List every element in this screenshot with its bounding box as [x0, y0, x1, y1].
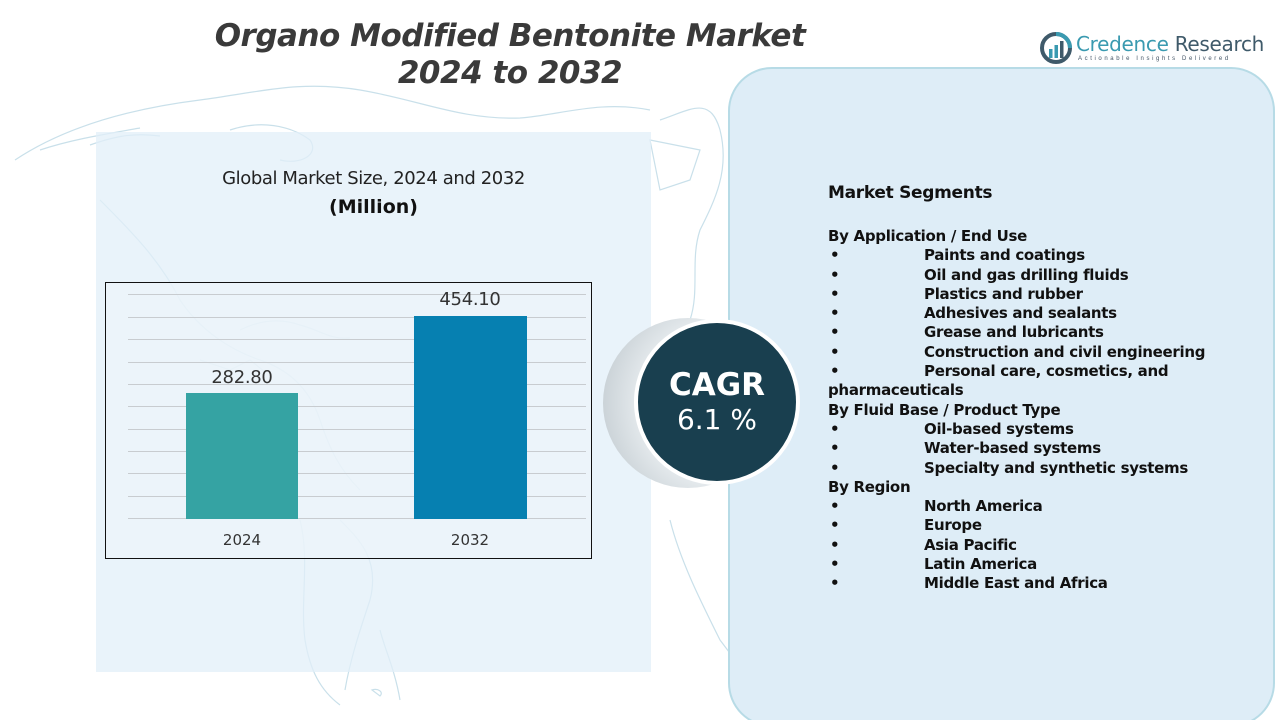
chart-heading: Global Market Size, 2024 and 2032 [222, 168, 525, 189]
cagr-label: CAGR [668, 367, 766, 403]
segment-group-heading: By Region [828, 477, 911, 496]
segment-item: • Grease and lubricants [828, 323, 1248, 342]
bullet-icon: • [830, 265, 840, 284]
bullet-icon: • [830, 419, 840, 438]
segment-item: • Construction and civil engineering [828, 343, 1248, 362]
cagr-value: 6.1 % [676, 403, 758, 436]
gridline [128, 518, 586, 519]
bullet-icon: • [830, 535, 840, 554]
gridline [128, 339, 586, 340]
chart-unit: (Million) [329, 196, 418, 218]
title-line-1: Organo Modified Bentonite Market [214, 18, 806, 54]
segment-item-label: Paints and coatings [924, 246, 1085, 265]
gridline [128, 429, 586, 430]
bullet-icon: • [830, 555, 840, 574]
page-title: Organo Modified Bentonite Market 2024 to… [200, 18, 820, 92]
segment-item: • Middle East and Africa [828, 574, 1248, 593]
segment-item-label: Personal care, cosmetics, and [924, 362, 1169, 381]
logo-name: Credence Research [1076, 32, 1264, 56]
gridline [128, 384, 586, 385]
segment-item: • Europe [828, 516, 1248, 535]
credence-research-logo: Credence Research Actionable Insights De… [1040, 30, 1264, 70]
segment-item-label: Europe [924, 516, 982, 535]
bullet-icon: • [830, 362, 840, 381]
segment-item-label: Specialty and synthetic systems [924, 458, 1189, 477]
logo-tagline: Actionable Insights Delivered [1078, 56, 1231, 62]
segment-item-label: North America [924, 497, 1043, 516]
bullet-icon: • [830, 323, 840, 342]
segment-item-label: Adhesives and sealants [924, 304, 1117, 323]
bullet-icon: • [830, 342, 840, 361]
segment-item-label: Asia Pacific [924, 535, 1017, 554]
cagr-badge: CAGR 6.1 % [634, 319, 800, 485]
bullet-icon: • [830, 497, 840, 516]
segment-item-label: Plastics and rubber [924, 284, 1083, 303]
segment-item: • Personal care, cosmetics, and pharmaceut… [828, 362, 1248, 401]
segment-item: • Latin America [828, 555, 1248, 574]
segment-item-label: Latin America [924, 555, 1037, 574]
segment-item: • Asia Pacific [828, 536, 1248, 555]
bullet-icon: • [830, 439, 840, 458]
bullet-icon: • [830, 516, 840, 535]
x-axis-label-2024: 2024 [222, 531, 262, 549]
gridline [128, 317, 586, 318]
gridline [128, 496, 586, 497]
gridline [128, 473, 586, 474]
segment-group-heading: By Application / End Use [828, 227, 1027, 245]
segment-item: • Water-based systems [828, 439, 1248, 458]
segment-item-label: Oil-based systems [924, 419, 1074, 438]
x-axis-label-2032: 2032 [450, 531, 490, 549]
bullet-icon: • [830, 246, 840, 265]
segment-item-label: Oil and gas drilling fluids [924, 265, 1129, 284]
segment-item: • Plastics and rubber [828, 285, 1248, 304]
segment-item: • Adhesives and sealants [828, 304, 1248, 323]
segment-item: • North America [828, 497, 1248, 516]
segment-item-label: Grease and lubricants [924, 323, 1104, 342]
segment-group-heading: By Fluid Base / Product Type [828, 400, 1061, 419]
bullet-icon: • [830, 304, 840, 323]
segments-panel [728, 67, 1275, 720]
segment-item: • Specialty and synthetic systems [828, 459, 1248, 478]
gridline [128, 451, 586, 452]
gridline [128, 406, 586, 407]
bullet-icon: • [830, 284, 840, 303]
bullet-icon: • [830, 574, 840, 593]
segment-item-label: Middle East and Africa [924, 574, 1108, 593]
bar-value-2024: 282.80 [211, 367, 273, 388]
bar-2032 [414, 316, 527, 519]
market-segments: Market Segments By Application / End Use… [828, 183, 1248, 594]
bar-value-2032: 454.10 [439, 289, 501, 310]
segment-item-label: Construction and civil engineering [924, 342, 1206, 361]
segment-item: • Oil and gas drilling fluids [828, 266, 1248, 285]
logo-name-part1: Credence [1076, 32, 1169, 56]
segment-item: • Paints and coatings [828, 246, 1248, 265]
segments-title: Market Segments [828, 183, 993, 203]
title-line-2: 2024 to 2032 [397, 55, 623, 91]
segment-item-label-continued: pharmaceuticals [828, 381, 964, 400]
bar-chart: 282.80 454.10 2024 2032 [105, 282, 592, 559]
gridline [128, 362, 586, 363]
segment-item-label: Water-based systems [924, 439, 1101, 458]
segment-item: • Oil-based systems [828, 420, 1248, 439]
bullet-icon: • [830, 458, 840, 477]
logo-name-part2: Research [1168, 32, 1265, 56]
bar-chart-circle-icon [1040, 32, 1072, 64]
bar-2024 [186, 393, 298, 519]
gridline [128, 294, 586, 295]
